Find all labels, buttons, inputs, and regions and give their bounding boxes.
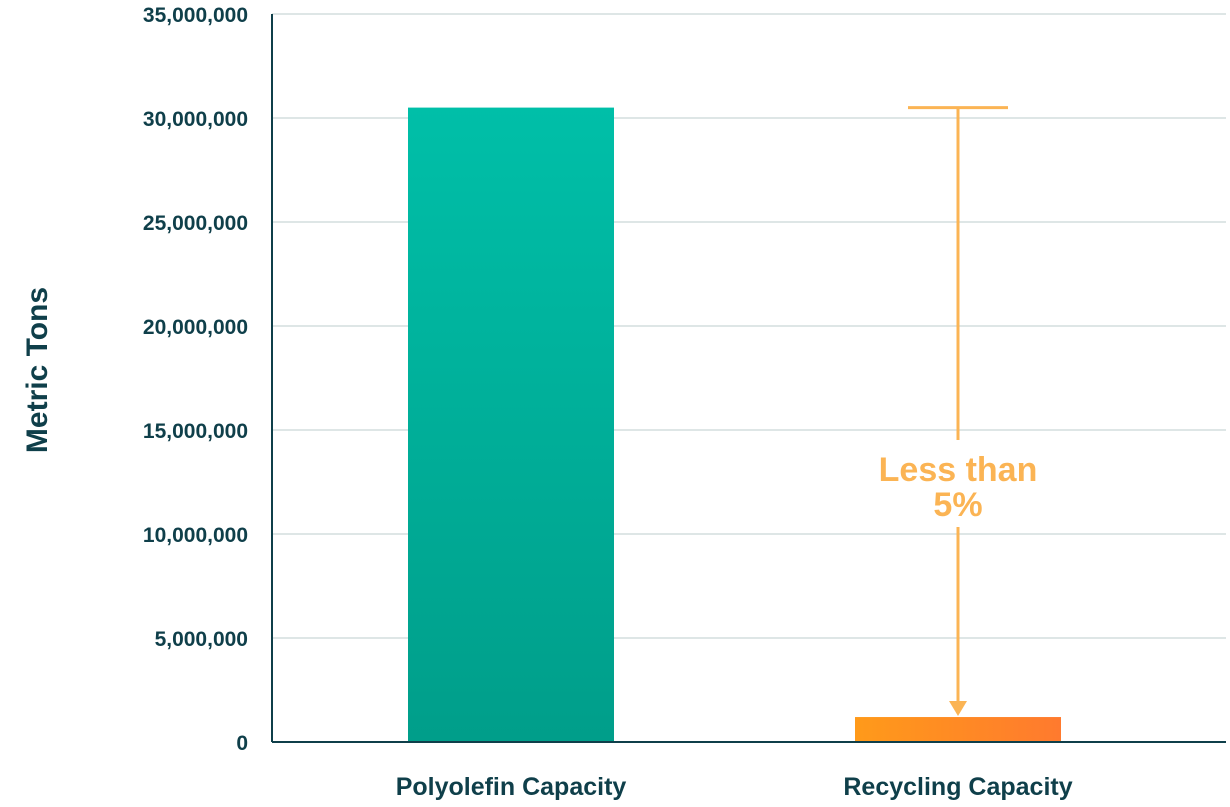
x-category-label: Polyolefin Capacity	[396, 773, 627, 801]
y-tick-labels: 0 5,000,000 10,000,000 15,000,000 20,000,000…	[143, 4, 248, 755]
annotation-text: 5%	[933, 486, 982, 524]
annotation-text: Less than	[879, 451, 1038, 489]
bars	[408, 107, 1061, 743]
bar-1	[855, 717, 1061, 742]
y-tick-label: 15,000,000	[143, 420, 248, 443]
x-category-label: Recycling Capacity	[843, 773, 1072, 801]
annotation-arrowhead	[949, 701, 967, 717]
y-tick-label: 0	[236, 732, 248, 755]
y-tick-label: 30,000,000	[143, 108, 248, 131]
y-tick-label: 35,000,000	[143, 4, 248, 27]
y-tick-label: 5,000,000	[155, 628, 248, 651]
bar-0	[408, 107, 614, 743]
y-tick-label: 20,000,000	[143, 316, 248, 339]
y-tick-label: 10,000,000	[143, 524, 248, 547]
y-tick-label: 25,000,000	[143, 212, 248, 235]
y-axis-title: Metric Tons	[21, 287, 54, 453]
x-category-labels: Polyolefin Capacity Recycling Capacity	[396, 773, 1073, 801]
